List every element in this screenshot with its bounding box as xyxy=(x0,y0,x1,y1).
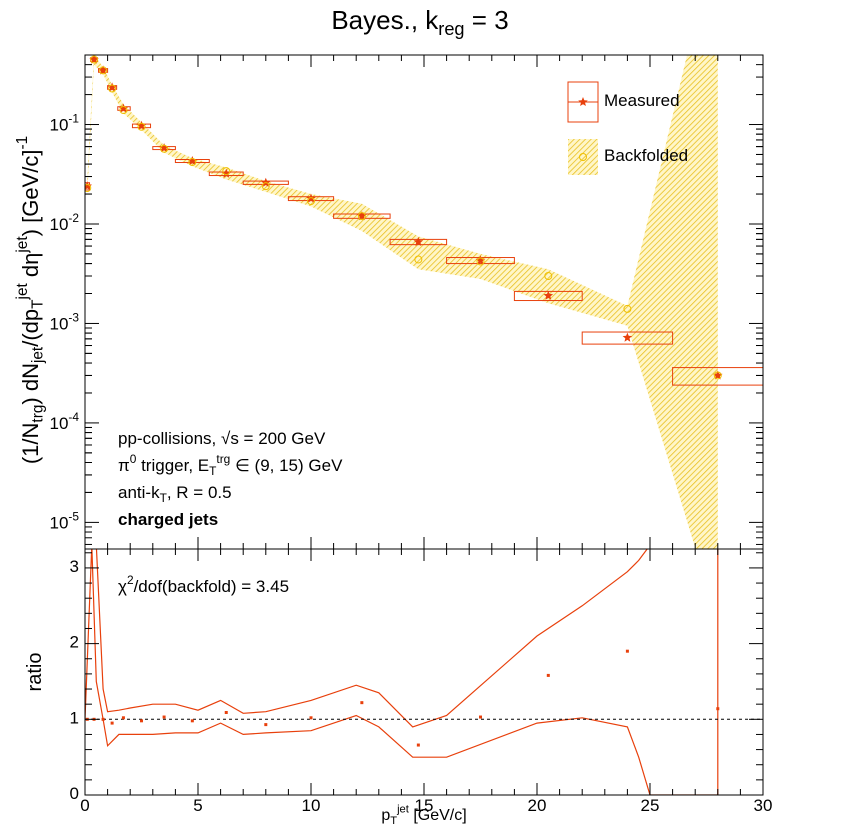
marker xyxy=(118,103,129,113)
marker xyxy=(306,193,316,203)
marker xyxy=(476,257,485,266)
legend-label: Measured xyxy=(604,91,680,110)
marker xyxy=(107,82,117,92)
marker xyxy=(475,255,486,265)
x-tick-label: 30 xyxy=(754,796,773,815)
legend-swatch xyxy=(579,153,587,161)
y-tick-label: 10-1 xyxy=(50,112,80,135)
chart-title: Bayes., kreg = 3 xyxy=(331,5,508,39)
marker xyxy=(414,255,423,264)
error-box xyxy=(581,331,674,345)
y-tick-label: 10-2 xyxy=(50,211,80,234)
marker xyxy=(261,182,270,191)
marker xyxy=(190,719,194,723)
marker xyxy=(98,65,108,75)
marker xyxy=(221,168,231,178)
legend-swatch xyxy=(578,97,588,106)
x-axis-label: pTjet [GeV/c] xyxy=(381,804,466,824)
marker xyxy=(137,122,146,131)
annotation: π0 trigger, ETtrg ∈ (9, 15) GeV xyxy=(118,452,343,478)
marker xyxy=(188,157,197,166)
x-tick-label: 15 xyxy=(415,796,434,815)
marker xyxy=(110,721,114,725)
marker xyxy=(713,371,722,380)
marker xyxy=(108,84,117,93)
y-tick-label: 1 xyxy=(70,709,79,728)
marker xyxy=(360,701,364,705)
y-tick-label: 3 xyxy=(70,557,79,576)
ratio-band xyxy=(85,549,719,795)
marker xyxy=(101,717,105,721)
marker xyxy=(85,184,92,193)
annotation: anti-kT, R = 0.5 xyxy=(118,483,232,505)
x-tick-label: 10 xyxy=(302,796,321,815)
y-axis-label: (1/Ntrg) dNjet/(dpTjet dηjet) [GeV/c]-1 xyxy=(14,136,46,464)
x-tick-label: 5 xyxy=(193,796,202,815)
marker xyxy=(136,120,147,130)
marker xyxy=(160,144,169,153)
marker xyxy=(546,673,550,677)
marker xyxy=(625,649,629,653)
y-tick-label: 10-4 xyxy=(50,410,80,433)
marker xyxy=(416,743,420,747)
y-tick-label: 10-5 xyxy=(50,510,80,533)
marker xyxy=(90,55,99,64)
marker xyxy=(479,715,482,719)
y-tick-label: 0 xyxy=(70,784,79,803)
plot-area xyxy=(85,549,763,795)
marker xyxy=(162,715,166,719)
marker xyxy=(623,304,632,313)
marker xyxy=(99,66,108,75)
uncertainty-band xyxy=(87,55,718,549)
x-tick-label: 25 xyxy=(641,796,660,815)
annotation: pp-collisions, √s = 200 GeV xyxy=(118,429,326,448)
marker xyxy=(716,707,720,711)
marker xyxy=(543,290,554,300)
legend-label: Backfolded xyxy=(604,146,688,165)
marker xyxy=(264,723,268,727)
marker xyxy=(357,212,366,221)
marker xyxy=(307,197,315,206)
plot-area xyxy=(85,55,763,549)
marker xyxy=(159,143,169,153)
annotation: χ2/dof(backfold) = 3.45 xyxy=(118,573,289,596)
y-tick-label: 10-3 xyxy=(50,311,80,334)
legend-swatch xyxy=(568,139,598,175)
marker xyxy=(224,710,228,714)
marker xyxy=(622,332,633,342)
marker xyxy=(222,167,231,176)
marker xyxy=(413,236,424,246)
y-axis-label: ratio xyxy=(24,653,46,692)
y-tick-label: 2 xyxy=(70,633,79,652)
marker xyxy=(85,181,92,191)
annotation: charged jets xyxy=(118,510,218,529)
marker xyxy=(140,719,143,723)
x-tick-label: 20 xyxy=(528,796,547,815)
marker xyxy=(713,370,723,380)
marker xyxy=(309,716,313,720)
marker xyxy=(187,156,198,165)
marker xyxy=(357,211,367,221)
marker xyxy=(121,716,125,720)
marker xyxy=(544,271,553,280)
marker xyxy=(119,105,128,114)
x-tick-label: 0 xyxy=(80,796,89,815)
marker xyxy=(89,55,99,64)
